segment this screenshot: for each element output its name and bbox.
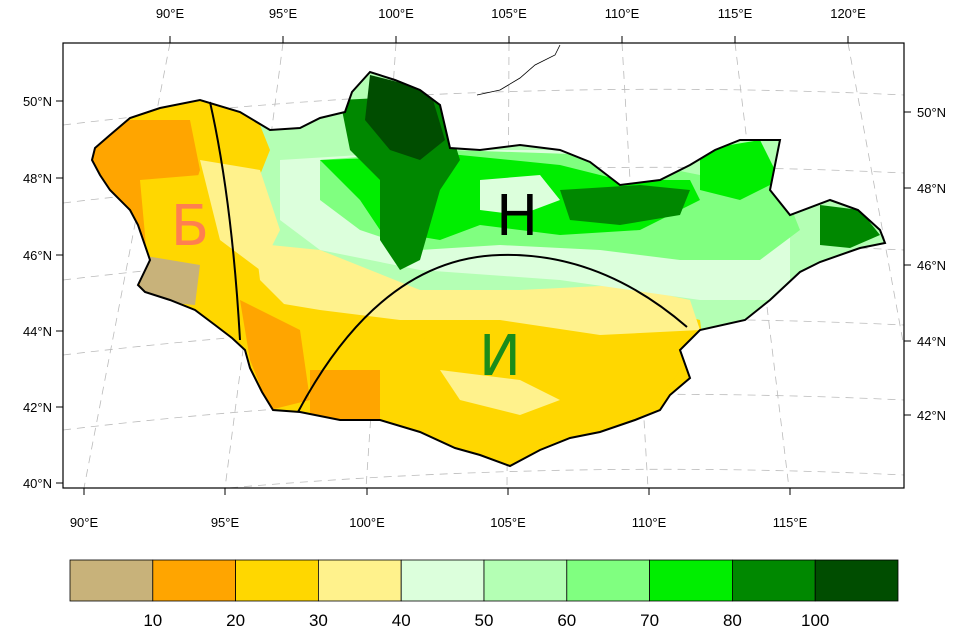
field-50-patch [480, 175, 560, 215]
lon-label-bottom: 115°E [773, 515, 808, 530]
lat-label-right: 44°N [917, 334, 946, 349]
lon-label-top: 95°E [269, 6, 298, 21]
colorbar-swatch [235, 559, 319, 602]
lon-label-bottom: 105°E [490, 515, 526, 530]
field-100-ne [820, 205, 880, 248]
colorbar-label: 80 [723, 611, 742, 630]
lat-label-right: 50°N [917, 105, 946, 120]
lat-label-right: 48°N [917, 181, 946, 196]
region-divider-west [209, 101, 241, 341]
neighbor-border [476, 44, 561, 96]
field-20-sw [240, 300, 310, 410]
region-label-b: Б [171, 194, 209, 259]
colorbar-swatch [732, 559, 816, 602]
colorbar-swatch [566, 559, 650, 602]
colorbar-label: 70 [640, 611, 659, 630]
mongolia-border [90, 70, 887, 468]
colorbar-swatch [814, 559, 899, 602]
lon-label-top: 100°E [378, 6, 414, 21]
field-max [365, 75, 445, 160]
colorbar-label: 50 [475, 611, 494, 630]
lat-label-right: 42°N [917, 408, 946, 423]
colorbar-swatch [400, 559, 485, 602]
lat-label-left: 44°N [23, 324, 52, 339]
field-10 [140, 255, 200, 305]
lon-label-bottom: 110°E [632, 515, 667, 530]
field-40-west [200, 160, 280, 270]
lat-label-left: 42°N [23, 400, 52, 415]
colorbar-swatch [649, 559, 733, 602]
lon-label-top: 120°E [830, 6, 866, 21]
colorbar-label: 30 [309, 611, 328, 630]
colorbar-swatch [69, 559, 154, 602]
colorbar-swatch [152, 559, 237, 602]
region-label-i: И [479, 324, 521, 389]
colorbar-swatch [483, 559, 568, 602]
region-divider-south [297, 253, 688, 413]
field-80-ne [700, 140, 780, 200]
colorbar-label: 40 [392, 611, 411, 630]
lat-label-left: 40°N [23, 476, 52, 491]
axis-ticks: 90°E 95°E 100°E 105°E 110°E 115°E 120°E 90°E 95°… [23, 6, 946, 530]
field-40-patch [440, 370, 560, 415]
lat-label-left: 50°N [23, 94, 52, 109]
lon-label-top: 105°E [491, 6, 527, 21]
lon-label-bottom: 95°E [211, 515, 240, 530]
colorbar-label: 20 [226, 611, 245, 630]
region-label-n: Н [496, 184, 538, 249]
lon-label-top: 115°E [718, 6, 753, 21]
lon-label-top: 90°E [156, 6, 185, 21]
lat-label-left: 48°N [23, 171, 52, 186]
lat-label-right: 46°N [917, 258, 946, 273]
colorbar-label: 10 [143, 611, 162, 630]
lon-label-top: 110°E [605, 6, 640, 21]
lon-label-bottom: 90°E [70, 515, 99, 530]
colorbar: 10 20 30 40 50 60 70 80 100 [69, 559, 899, 630]
field-100-east [560, 185, 690, 225]
colorbar-label: 100 [801, 611, 829, 630]
field-40 [220, 240, 700, 335]
lon-label-bottom: 100°E [349, 515, 385, 530]
field-20-south [310, 370, 380, 420]
colorbar-swatch [317, 559, 402, 602]
lat-label-left: 46°N [23, 248, 52, 263]
precip-field [92, 72, 885, 466]
colorbar-label: 60 [557, 611, 576, 630]
